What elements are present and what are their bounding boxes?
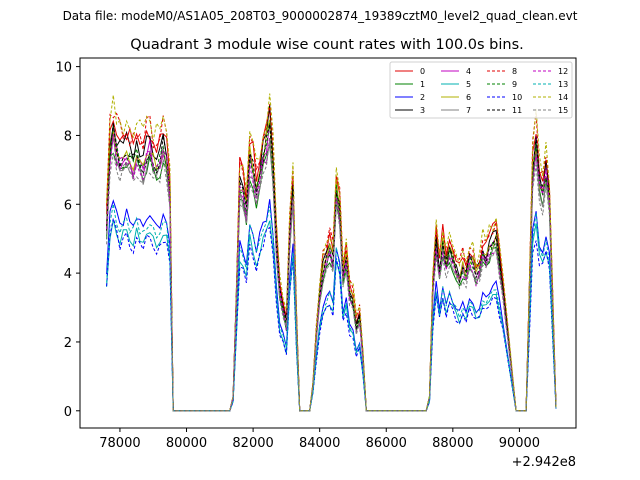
legend-label-3: 3 bbox=[420, 106, 425, 115]
y-axis: 0 2 4 6 8 10 bbox=[55, 61, 80, 420]
x-tick-label: 78000 bbox=[99, 436, 140, 451]
series-line-5 bbox=[106, 219, 557, 412]
legend-label-2: 2 bbox=[420, 93, 425, 102]
y-tick-label: 0 bbox=[64, 405, 72, 420]
legend-label-4: 4 bbox=[466, 67, 471, 76]
legend-label-9: 9 bbox=[512, 80, 517, 89]
series-line-12 bbox=[106, 133, 557, 412]
legend-box bbox=[389, 61, 573, 119]
legend-label-7: 7 bbox=[466, 106, 471, 115]
y-tick-label: 4 bbox=[64, 267, 72, 282]
legend-label-1: 1 bbox=[420, 80, 425, 89]
series-line-13 bbox=[106, 203, 557, 412]
y-tick-label: 2 bbox=[64, 336, 72, 351]
series-line-3 bbox=[106, 104, 557, 412]
x-tick-label: 88000 bbox=[432, 436, 473, 451]
legend-label-11: 11 bbox=[512, 106, 522, 115]
y-tick-label: 10 bbox=[55, 61, 72, 76]
series-line-11 bbox=[106, 122, 557, 412]
x-tick-label: 82000 bbox=[232, 436, 273, 451]
y-tick-label: 6 bbox=[64, 198, 72, 213]
x-tick-label: 84000 bbox=[299, 436, 340, 451]
series-line-2 bbox=[106, 199, 557, 412]
x-tick-label: 90000 bbox=[499, 436, 540, 451]
legend-label-15: 15 bbox=[558, 106, 568, 115]
legend-label-14: 14 bbox=[558, 93, 568, 102]
x-tick-label: 86000 bbox=[366, 436, 407, 451]
x-axis: 78000 80000 82000 84000 86000 88000 90000 bbox=[99, 428, 540, 451]
legend-label-5: 5 bbox=[466, 80, 471, 89]
plot-frame bbox=[79, 57, 577, 429]
legend-label-6: 6 bbox=[466, 93, 471, 102]
y-tick-label: 8 bbox=[64, 129, 72, 144]
legend-label-0: 0 bbox=[420, 67, 425, 76]
series-layer bbox=[106, 93, 557, 412]
series-line-10 bbox=[106, 218, 557, 412]
x-offset-label: +2.942e8 bbox=[512, 455, 576, 470]
series-line-0 bbox=[106, 109, 557, 412]
x-tick-label: 80000 bbox=[166, 436, 207, 451]
series-line-8 bbox=[106, 104, 557, 412]
data-file-label: Data file: modeM0/AS1A05_208T03_90000028… bbox=[63, 9, 578, 23]
chart-title: Quadrant 3 module wise count rates with … bbox=[130, 37, 524, 53]
legend-label-8: 8 bbox=[512, 67, 517, 76]
legend-label-13: 13 bbox=[558, 80, 568, 89]
legend-label-12: 12 bbox=[558, 67, 568, 76]
legend-label-10: 10 bbox=[512, 93, 522, 102]
